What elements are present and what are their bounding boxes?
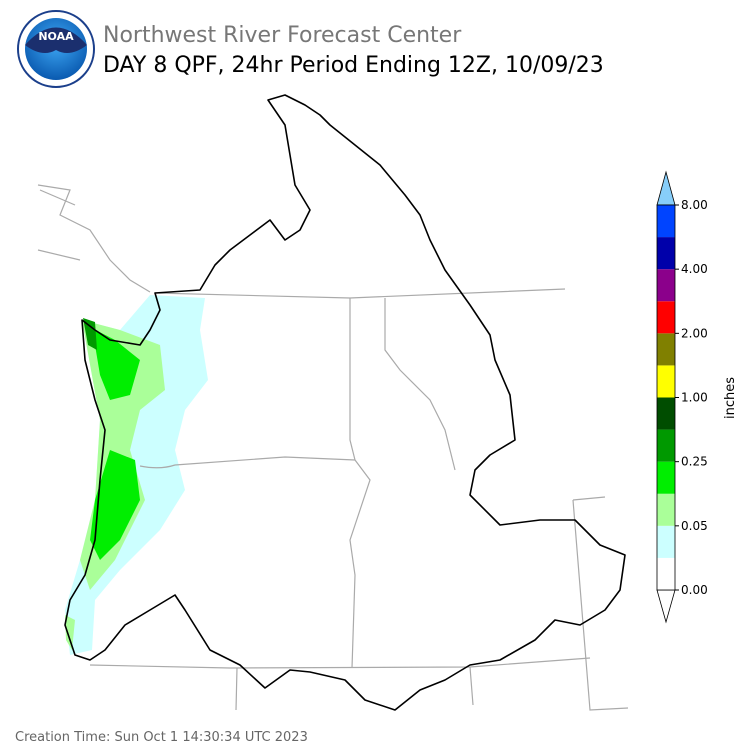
colorbar-segment: [657, 397, 675, 430]
colorbar-segment: [657, 301, 675, 334]
colorbar-under: [656, 589, 676, 624]
colorbar-segment: [657, 365, 675, 398]
colorbar-segment: [657, 493, 675, 526]
subtitle: DAY 8 QPF, 24hr Period Ending 12Z, 10/09…: [103, 53, 604, 78]
colorbar-label: 8.00: [681, 198, 708, 212]
colorbar: 0.00 0.05 0.25 1.00 2.00 4.00 8.00: [656, 170, 708, 624]
colorbar-label: 2.00: [681, 326, 708, 340]
title: Northwest River Forecast Center: [103, 23, 462, 48]
noaa-logo: NOAA: [17, 10, 95, 88]
map: [37, 94, 629, 711]
colorbar-segment: [657, 269, 675, 302]
colorbar-unit: inches: [723, 377, 738, 419]
colorbar-segment: [657, 525, 675, 558]
colorbar-segment: [657, 205, 675, 238]
colorbar-segment: [657, 429, 675, 462]
colorbar-label: 1.00: [681, 391, 708, 405]
colorbar-segment: [657, 333, 675, 366]
colorbar-segment: [657, 237, 675, 270]
colorbar-over: [656, 170, 676, 206]
colorbar-segment: [657, 557, 675, 590]
colorbar-label: 0.05: [681, 519, 708, 533]
creation-time: Creation Time: Sun Oct 1 14:30:34 UTC 20…: [15, 730, 308, 745]
basin-outline: [64, 94, 626, 711]
colorbar-segment: [657, 461, 675, 494]
colorbar-label: 0.25: [681, 455, 708, 469]
boundaries: [37, 184, 629, 711]
colorbar-label: 4.00: [681, 262, 708, 276]
logo-text: NOAA: [38, 30, 74, 43]
colorbar-label: 0.00: [681, 583, 708, 597]
precip-areas: [65, 295, 208, 655]
